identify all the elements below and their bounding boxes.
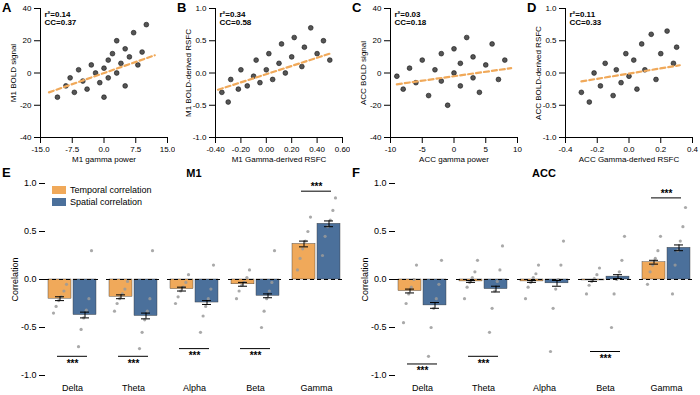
svg-text:0.5: 0.5	[24, 226, 37, 236]
svg-text:***: ***	[67, 358, 79, 369]
svg-text:0.0: 0.0	[24, 274, 37, 284]
svg-text:0.5: 0.5	[374, 226, 387, 236]
svg-text:1.0: 1.0	[545, 4, 557, 13]
svg-text:20: 20	[23, 36, 32, 45]
svg-text:ACC Gamma-derived RSFC: ACC Gamma-derived RSFC	[579, 155, 680, 164]
svg-text:M1 Gamma-derived RSFC: M1 Gamma-derived RSFC	[232, 155, 327, 164]
svg-text:-5: -5	[419, 145, 427, 154]
svg-text:-15.0: -15.0	[31, 145, 50, 154]
svg-text:Delta: Delta	[62, 383, 83, 393]
svg-text:r²=0.34CC=0.58: r²=0.34CC=0.58	[220, 10, 252, 27]
svg-text:1.0: 1.0	[374, 178, 387, 188]
svg-text:-0.2: -0.2	[590, 145, 604, 154]
svg-text:-40: -40	[370, 133, 382, 142]
svg-text:0.0: 0.0	[545, 69, 557, 78]
svg-text:-0.40: -0.40	[206, 145, 225, 154]
svg-text:10: 10	[513, 145, 522, 154]
svg-text:7.5: 7.5	[130, 145, 142, 154]
svg-text:ACC BOLD signal: ACC BOLD signal	[359, 41, 368, 105]
svg-text:0.40: 0.40	[309, 145, 325, 154]
svg-text:0.2: 0.2	[655, 145, 667, 154]
svg-text:40: 40	[373, 4, 382, 13]
svg-text:Beta: Beta	[246, 383, 265, 393]
svg-text:Alpha: Alpha	[533, 383, 556, 393]
svg-text:0.0: 0.0	[195, 69, 207, 78]
svg-text:Alpha: Alpha	[183, 383, 206, 393]
html-text:C: C	[352, 0, 362, 15]
svg-text:-0.4: -0.4	[559, 145, 573, 154]
html-text:F: F	[352, 165, 360, 180]
svg-text:***: ***	[417, 365, 429, 376]
html-text:Spatial correlation: Spatial correlation	[70, 197, 142, 207]
svg-text:-20: -20	[370, 101, 382, 110]
svg-text:20: 20	[373, 36, 382, 45]
svg-text:-0.5: -0.5	[21, 322, 37, 332]
svg-text:0.5: 0.5	[545, 36, 557, 45]
svg-text:Theta: Theta	[122, 383, 145, 393]
svg-text:Delta: Delta	[412, 383, 433, 393]
svg-text:r²=0.03CC=0.18: r²=0.03CC=0.18	[395, 10, 427, 27]
svg-text:Correlation: Correlation	[10, 257, 20, 301]
svg-text:Theta: Theta	[472, 383, 495, 393]
svg-text:-0.20: -0.20	[232, 145, 251, 154]
svg-text:15.0: 15.0	[160, 145, 175, 154]
svg-text:0: 0	[377, 69, 382, 78]
svg-text:0.60: 0.60	[335, 145, 350, 154]
svg-text:0.4: 0.4	[687, 145, 699, 154]
svg-text:1.0: 1.0	[24, 178, 37, 188]
svg-text:ACC BOLD-derived RSFC: ACC BOLD-derived RSFC	[534, 26, 543, 120]
svg-text:-1.0: -1.0	[21, 370, 37, 380]
svg-text:***: ***	[311, 181, 323, 192]
svg-text:Gamma: Gamma	[300, 383, 332, 393]
svg-text:r²=0.14CC=0.37: r²=0.14CC=0.37	[45, 10, 77, 27]
html-text:A: A	[2, 0, 12, 15]
svg-text:M1 BOLD signal: M1 BOLD signal	[9, 44, 18, 102]
svg-text:-1.0: -1.0	[371, 370, 387, 380]
svg-text:-0.5: -0.5	[193, 101, 207, 110]
svg-text:M1 BOLD-derived RSFC: M1 BOLD-derived RSFC	[184, 29, 193, 117]
svg-text:-10: -10	[385, 145, 397, 154]
svg-text:***: ***	[661, 188, 673, 199]
svg-text:***: ***	[250, 350, 262, 361]
svg-text:***: ***	[600, 353, 612, 364]
svg-text:Gamma: Gamma	[650, 383, 682, 393]
svg-text:0.0: 0.0	[623, 145, 635, 154]
html-text:E: E	[2, 165, 11, 180]
svg-text:0.20: 0.20	[284, 145, 300, 154]
svg-text:-0.5: -0.5	[543, 101, 557, 110]
svg-text:***: ***	[128, 358, 140, 369]
html-text:ACC: ACC	[532, 167, 556, 179]
svg-text:0.5: 0.5	[195, 36, 207, 45]
svg-text:-7.5: -7.5	[65, 145, 79, 154]
svg-text:-40: -40	[20, 133, 32, 142]
svg-text:0.00: 0.00	[259, 145, 275, 154]
svg-text:40: 40	[23, 4, 32, 13]
svg-text:r²=0.11CC=0.33: r²=0.11CC=0.33	[570, 10, 602, 27]
svg-text:-0.5: -0.5	[371, 322, 387, 332]
svg-text:Correlation: Correlation	[360, 257, 370, 301]
svg-text:Beta: Beta	[596, 383, 615, 393]
svg-text:0: 0	[452, 145, 457, 154]
svg-text:-1.0: -1.0	[543, 133, 557, 142]
svg-text:5: 5	[484, 145, 489, 154]
svg-text:M1 gamma power: M1 gamma power	[72, 155, 136, 164]
svg-text:0.0: 0.0	[98, 145, 110, 154]
svg-text:ACC gamma power: ACC gamma power	[419, 155, 489, 164]
svg-text:1.0: 1.0	[195, 4, 207, 13]
svg-text:-1.0: -1.0	[193, 133, 207, 142]
svg-text:0: 0	[27, 69, 32, 78]
svg-text:-20: -20	[20, 101, 32, 110]
html-text:M1: M1	[186, 167, 202, 179]
html-text:D: D	[527, 0, 537, 15]
svg-text:***: ***	[189, 350, 201, 361]
html-text:B: B	[177, 0, 187, 15]
svg-text:0.0: 0.0	[374, 274, 387, 284]
svg-text:***: ***	[478, 358, 490, 369]
html-text:Temporal correlation: Temporal correlation	[70, 185, 152, 195]
